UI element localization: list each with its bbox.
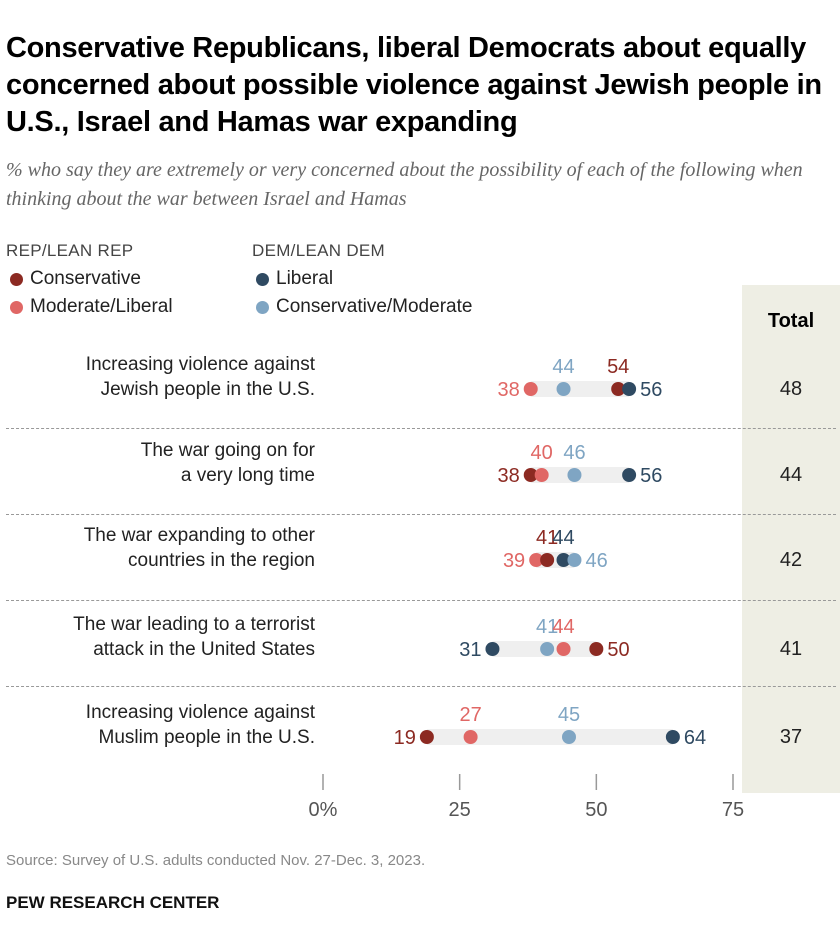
total-header: Total xyxy=(767,310,815,332)
dot-liberal xyxy=(485,642,500,656)
data-label: 41 xyxy=(536,527,558,549)
row-label-line: a very long time xyxy=(180,465,315,486)
dot-conservative-moderate xyxy=(562,730,576,744)
legend-group-dem: DEM/LEAN DEM xyxy=(252,241,386,260)
row-label-line: countries in the region xyxy=(128,550,315,571)
chart-subtitle: % who say they are extremely or very con… xyxy=(6,159,803,210)
dot-conservative xyxy=(419,730,434,744)
legend-item-conservative: Conservative xyxy=(10,268,141,290)
total-value: 37 xyxy=(779,726,803,748)
legend-item-liberal: Liberal xyxy=(256,268,333,290)
data-label: 56 xyxy=(640,379,662,401)
dot-conservative-moderate xyxy=(567,553,582,567)
brand-logo: PEW RESEARCH CENTER xyxy=(6,893,220,912)
dot-liberal xyxy=(665,730,680,744)
data-label: 44 xyxy=(552,616,574,638)
data-label: 40 xyxy=(531,442,553,464)
row-label-line: The war going on for xyxy=(140,440,315,461)
data-label: 41 xyxy=(536,616,558,638)
data-label: 50 xyxy=(607,639,629,661)
row-label-line: Increasing violence against xyxy=(85,702,315,723)
data-label: 64 xyxy=(684,727,706,749)
data-label: 44 xyxy=(552,527,574,549)
row-label: Increasing violence against Muslim people… xyxy=(0,700,315,750)
data-label: 39 xyxy=(503,550,525,572)
row-separator xyxy=(6,514,836,515)
dot-conservative xyxy=(589,642,604,656)
dot-liberal xyxy=(622,468,637,482)
range-bar xyxy=(426,729,673,745)
total-value: 44 xyxy=(779,464,803,486)
dot-liberal xyxy=(556,553,571,567)
total-column xyxy=(742,285,840,793)
legend-group-rep: REP/LEAN REP xyxy=(6,241,134,260)
range-bar xyxy=(530,381,630,397)
row-separator xyxy=(6,600,836,601)
data-label: 56 xyxy=(640,465,662,487)
row-separator xyxy=(6,428,836,429)
total-value: 48 xyxy=(779,378,803,400)
data-label: 46 xyxy=(563,442,585,464)
data-label: 19 xyxy=(394,727,416,749)
row-label-line: Jewish people in the U.S. xyxy=(100,379,315,400)
dot-conservative-moderate xyxy=(556,382,571,396)
x-tick-label: 50 xyxy=(585,799,607,821)
row-separator xyxy=(6,686,836,687)
row-label-line: attack in the United States xyxy=(93,639,315,660)
dot-conservative-moderate xyxy=(567,468,582,482)
dot-conservative xyxy=(540,553,555,567)
row-label: The war expanding to other countries in t… xyxy=(0,523,315,573)
dot-moderate-liberal xyxy=(534,468,549,482)
data-label: 46 xyxy=(585,550,607,572)
row-label: The war leading to a terrorist attack in … xyxy=(0,612,315,662)
data-label: 27 xyxy=(459,704,481,726)
row-label-line: The war expanding to other xyxy=(83,525,315,546)
data-label: 38 xyxy=(497,465,519,487)
dot-conservative-moderate xyxy=(540,642,555,656)
row-label-line: The war leading to a terrorist xyxy=(73,614,315,635)
row-label-line: Muslim people in the U.S. xyxy=(98,727,316,748)
dot-conservative xyxy=(611,382,626,396)
row-label-line: Increasing violence against xyxy=(85,354,315,375)
x-tick-label: 75 xyxy=(722,799,744,821)
dot-conservative xyxy=(523,468,538,482)
dot-liberal xyxy=(622,382,637,396)
dot-moderate-liberal xyxy=(556,642,571,656)
dot-moderate-liberal xyxy=(523,382,538,396)
data-label: 31 xyxy=(459,639,481,661)
legend-item-conservative-moderate: Conservative/Moderate xyxy=(256,296,472,318)
data-label: 54 xyxy=(607,356,629,378)
row-label: The war going on for a very long time xyxy=(0,438,315,488)
data-label: 38 xyxy=(497,379,519,401)
source-note: Source: Survey of U.S. adults conducted … xyxy=(6,852,426,869)
total-value: 41 xyxy=(779,638,803,660)
x-tick-label: 25 xyxy=(449,799,471,821)
row-label: Increasing violence against Jewish people… xyxy=(0,352,315,402)
chart-title: Conservative Republicans, liberal Democr… xyxy=(6,32,822,138)
data-label: 45 xyxy=(558,704,580,726)
legend-item-moderate-liberal: Moderate/Liberal xyxy=(10,296,173,318)
data-label: 44 xyxy=(552,356,574,378)
total-value: 42 xyxy=(779,549,803,571)
x-tick-label: 0% xyxy=(309,799,338,821)
dot-moderate-liberal xyxy=(529,553,544,567)
dot-moderate-liberal xyxy=(463,730,478,744)
